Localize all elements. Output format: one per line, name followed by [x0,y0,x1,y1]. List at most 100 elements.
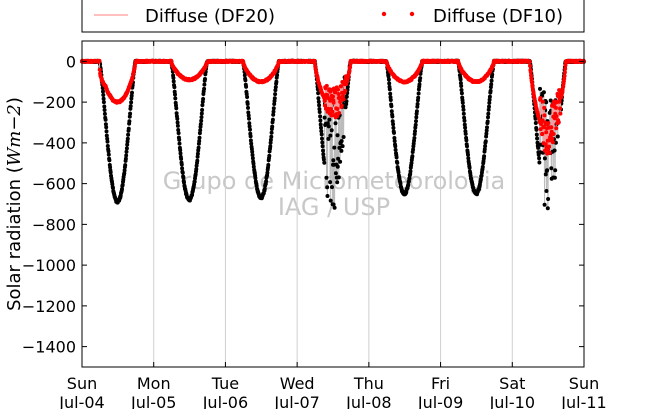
total-point [321,148,325,153]
total-point [268,137,273,142]
total-point [199,115,204,120]
x-tick-label-date-1: Jul-05 [130,393,176,409]
total-point [245,102,250,106]
diffuse-df10-point [343,88,348,93]
total-point [487,104,491,109]
diffuse-df10-point [333,90,338,95]
diffuse-df10-point [542,105,547,110]
legend-swatch-df10-dot-1 [381,11,387,17]
total-point [487,97,492,102]
total-point [202,82,207,87]
total-point [200,108,205,112]
total-point [198,128,203,133]
diffuse-df10-point [335,107,340,111]
total-point [459,84,464,88]
diffuse-df10-point [324,83,329,88]
diffuse-df10-point [538,96,543,100]
diffuse-df10-point [547,144,552,149]
total-point [251,164,256,169]
total-point [386,74,391,79]
total-point [389,104,394,109]
total-point [129,93,134,98]
total-point [331,158,336,163]
total-point [388,98,393,102]
total-point [247,124,252,129]
total-point [320,140,325,145]
total-point [542,156,547,161]
total-point [126,132,131,137]
total-point [409,161,414,165]
total-point [326,124,331,129]
total-point [338,159,343,164]
diffuse-df10-point [557,88,562,93]
total-point [201,97,206,101]
diffuse-df10-point [527,59,532,64]
total-point [335,180,340,185]
total-point [545,206,550,211]
total-point [316,99,321,104]
total-point [174,106,179,111]
total-point [486,107,491,112]
total-point [535,140,540,145]
total-point [328,133,333,138]
total-point [317,107,322,111]
diffuse-radiation-series [80,58,586,156]
diffuse-df10-point [563,63,568,68]
total-point [330,185,334,190]
total-point [394,155,399,160]
total-point [325,121,330,126]
total-point [318,114,323,119]
total-point [125,136,130,141]
total-point [534,127,539,132]
total-point [544,100,549,105]
total-point [265,170,270,175]
diffuse-df10-point [540,99,545,104]
total-point [124,153,129,158]
total-point [462,115,467,120]
total-point [102,108,107,112]
diffuse-df10-point [553,105,558,110]
total-point [262,187,267,191]
diffuse-df10-point [341,97,346,102]
total-point [247,121,252,126]
total-point [466,156,471,161]
total-point [105,144,110,148]
total-point [177,141,182,146]
total-point [340,144,345,149]
total-point [553,140,558,145]
total-point [101,89,105,94]
total-point [392,136,397,140]
total-point [552,148,557,153]
total-point [102,104,107,109]
total-point [101,93,106,97]
legend-box [81,0,585,33]
diffuse-df10-point [330,109,335,114]
total-point [250,156,255,161]
x-tick-label-weekday-1: Mon [137,374,171,393]
total-point [108,170,113,175]
total-point [193,172,198,177]
total-point [246,105,250,110]
total-point [124,149,129,154]
total-point [533,121,538,125]
total-point [333,121,338,126]
diffuse-df10-point [547,150,552,155]
total-point [195,151,200,156]
total-point [319,129,324,134]
diffuse-df10-point [339,103,344,108]
total-point [248,138,253,143]
total-point [463,131,468,136]
total-point [248,134,253,139]
total-point [459,88,464,92]
total-point [337,145,342,150]
diffuse-df10-point [562,74,567,78]
total-point [466,152,470,157]
total-point [171,75,176,80]
total-point [534,132,539,137]
total-point [180,170,185,175]
total-point [320,136,324,141]
total-point [545,168,550,173]
total-point [390,114,395,119]
total-point [270,117,275,122]
total-point [181,175,186,180]
